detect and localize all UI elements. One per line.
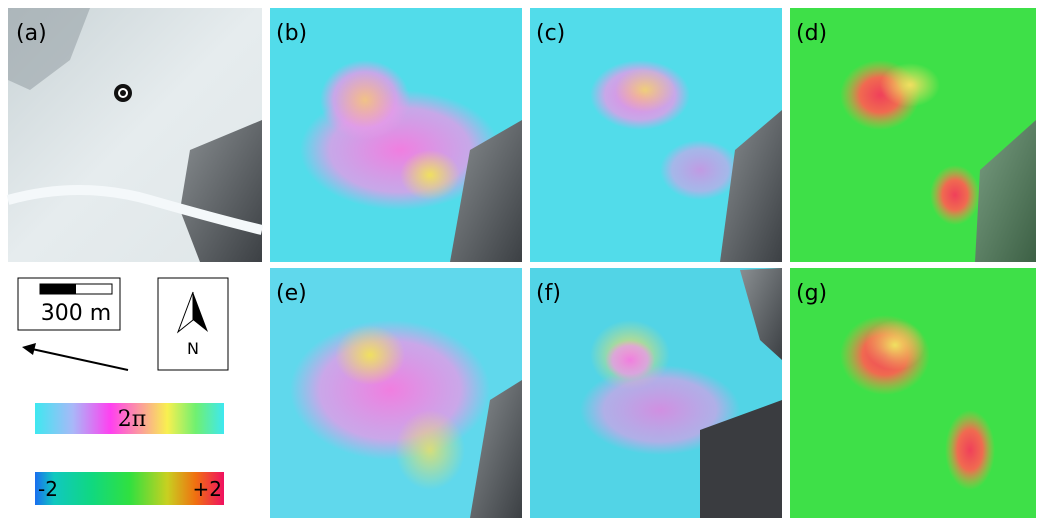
direction-arrow (22, 343, 129, 371)
panel-label: (g) (796, 281, 827, 306)
panel-label: (a) (16, 21, 47, 46)
panel-e: (e) (270, 268, 522, 518)
panel-g: (g) (790, 268, 1036, 518)
panel-a: (a) (6, 8, 264, 262)
min-label: -2 (38, 477, 58, 501)
panel-c: (c) (530, 8, 782, 262)
deformation-colorbar: -2 +2 (35, 472, 224, 505)
scale-label: 300 m (41, 301, 111, 326)
panel-label: (d) (796, 21, 827, 46)
scale-bar: 300 m (17, 277, 121, 331)
panel-b: (b) (270, 8, 522, 262)
panel-label: (e) (276, 281, 307, 306)
north-label: N (187, 339, 199, 358)
phase-colorbar: 2π (35, 403, 224, 434)
panel-label: (f) (536, 281, 561, 306)
north-arrow: N (157, 277, 229, 371)
panel-d: (d) (790, 8, 1036, 262)
panel-label: (b) (276, 21, 307, 46)
max-label: +2 (193, 477, 222, 501)
phase-label: 2π (118, 407, 146, 432)
panel-label: (c) (536, 21, 565, 46)
panel-f: (f) (530, 268, 782, 518)
